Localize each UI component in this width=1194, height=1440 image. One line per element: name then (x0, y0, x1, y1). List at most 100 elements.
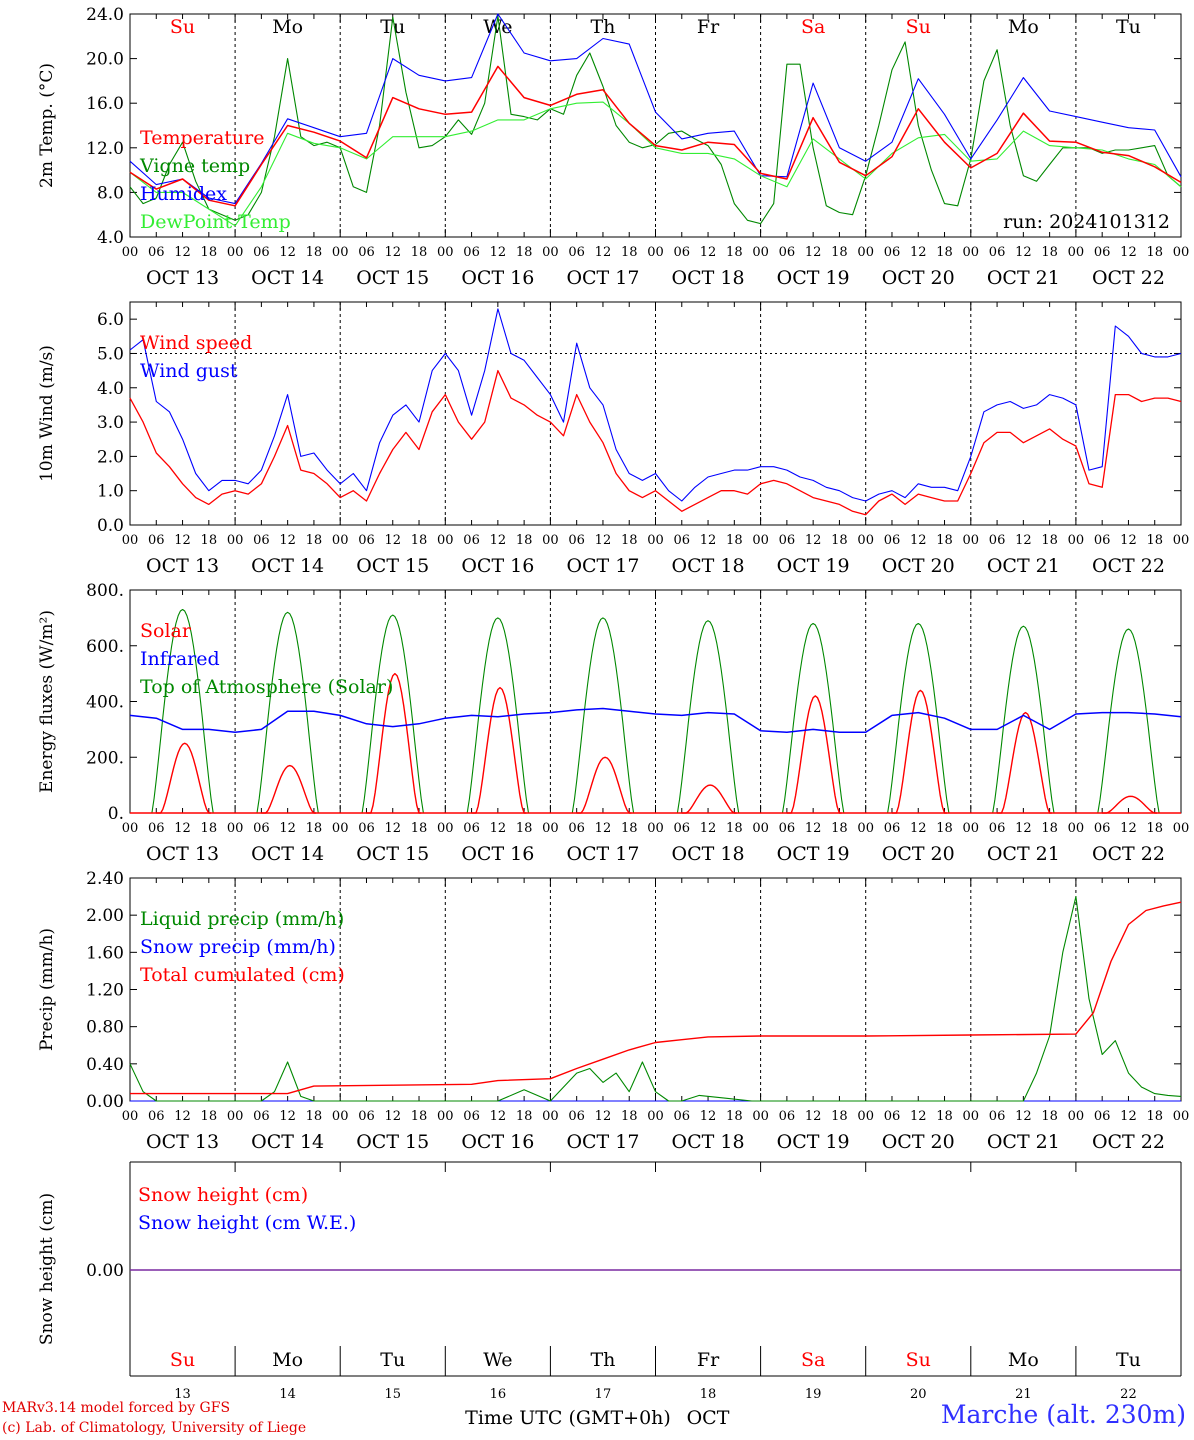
x-hour-label: 06 (148, 533, 165, 548)
legend-entry: DewPoint Temp (140, 211, 291, 233)
x-date-label: OCT 18 (672, 267, 745, 289)
series-total-cumulated (130, 901, 1182, 1095)
x-hour-label: 18 (411, 1109, 428, 1124)
x-hour-label: 00 (437, 533, 454, 548)
x-date-label: OCT 18 (672, 1131, 745, 1153)
x-hour-label: 00 (542, 1109, 559, 1124)
x-hour-label: 12 (805, 245, 822, 260)
x-hour-label: 00 (437, 245, 454, 260)
x-hour-label: 12 (490, 1109, 507, 1124)
series-solar-day (1102, 795, 1157, 814)
x-date-label: OCT 17 (566, 555, 639, 577)
series-toa-solar-day (462, 617, 533, 814)
x-date-label: OCT 22 (1092, 1131, 1165, 1153)
x-hour-label: 12 (174, 533, 191, 548)
x-hour-label: 06 (358, 245, 375, 260)
x-hour-label: 12 (1120, 821, 1137, 836)
y-tick-label: 0.00 (86, 1092, 124, 1112)
x-date-label: OCT 17 (566, 267, 639, 289)
x-date-label: OCT 13 (146, 843, 219, 865)
x-hour-label: 06 (253, 533, 270, 548)
x-date-label: OCT 16 (461, 267, 534, 289)
x-hour-label: 18 (516, 821, 533, 836)
x-hour-label: 00 (857, 245, 874, 260)
series-wind-speed (129, 369, 1182, 516)
weekday-label: We (483, 1349, 512, 1371)
weekday-label: Mo (1008, 16, 1039, 38)
x-date-label: OCT 19 (777, 267, 850, 289)
x-hour-label: 18 (1146, 533, 1163, 548)
y-tick-label: 5.0 (97, 344, 124, 364)
x-hour-label: 00 (332, 1109, 349, 1124)
x-date-label: OCT 21 (987, 843, 1060, 865)
x-hour-label: 18 (1146, 821, 1163, 836)
x-hour-label: 00 (227, 533, 244, 548)
weekday-label: Tu (380, 16, 405, 38)
x-hour-label: 18 (726, 245, 743, 260)
x-hour-label: 06 (884, 245, 901, 260)
x-date-label: OCT 17 (566, 1131, 639, 1153)
day-number-label: 19 (805, 1387, 822, 1402)
panel-2: 0.0 1.0 2.0 3.0 4.0 5.0 6.0 10m Wind (m/s) Wind … (37, 301, 1189, 577)
y-tick-label: 0. (108, 804, 124, 824)
x-date-label: OCT 22 (1092, 267, 1165, 289)
x-hour-label: 12 (279, 245, 296, 260)
x-hour-label: 12 (1015, 245, 1032, 260)
x-hour-label: 18 (831, 1109, 848, 1124)
x-hour-label: 06 (463, 245, 480, 260)
x-hour-label: 18 (306, 821, 323, 836)
x-date-label: OCT 19 (777, 555, 850, 577)
series-solar-day (786, 695, 842, 814)
series-toa-solar-day (1093, 628, 1164, 814)
x-hour-label: 18 (936, 533, 953, 548)
y-axis-label: 10m Wind (m/s) (37, 345, 57, 482)
weekday-label: Su (906, 16, 931, 38)
x-date-label: OCT 19 (777, 1131, 850, 1153)
x-date-label: OCT 21 (987, 555, 1060, 577)
x-hour-label: 06 (463, 821, 480, 836)
x-hour-label: 06 (674, 533, 691, 548)
x-hour-label: 12 (384, 821, 401, 836)
y-tick-label: 2.00 (86, 906, 124, 926)
x-hour-label: 06 (253, 245, 270, 260)
x-date-label: OCT 16 (461, 1131, 534, 1153)
x-date-label: OCT 20 (882, 267, 955, 289)
x-date-label: OCT 14 (251, 1131, 324, 1153)
series-solar-day (156, 742, 211, 814)
x-hour-label: 06 (148, 821, 165, 836)
x-hour-label: 06 (568, 1109, 585, 1124)
day-number-label: 22 (1120, 1387, 1137, 1402)
x-hour-label: 18 (1146, 1109, 1163, 1124)
x-hour-label: 06 (358, 821, 375, 836)
x-hour-label: 06 (674, 245, 691, 260)
x-hour-label: 12 (1015, 533, 1032, 548)
x-hour-label: 00 (752, 533, 769, 548)
x-hour-label: 12 (279, 821, 296, 836)
day-number-label: 16 (490, 1387, 507, 1402)
x-hour-label: 06 (463, 533, 480, 548)
weekday-label: Sa (801, 1349, 825, 1371)
series-infrared (129, 707, 1182, 733)
weekday-label: Fr (697, 1349, 720, 1371)
series-humidex (129, 13, 1182, 205)
x-hour-label: 06 (1094, 1109, 1111, 1124)
weekday-label: Tu (1116, 1349, 1141, 1371)
y-tick-label: 12.0 (86, 139, 124, 159)
y-tick-label: 1.20 (86, 981, 124, 1001)
y-tick-label: 4.0 (97, 228, 124, 248)
x-hour-label: 00 (963, 533, 980, 548)
x-hour-label: 06 (1094, 245, 1111, 260)
x-hour-label: 12 (595, 821, 612, 836)
panel-frame (129, 589, 1182, 814)
x-hour-label: 12 (805, 821, 822, 836)
y-tick-label: 4.0 (97, 379, 124, 399)
series-solar-day (261, 764, 317, 814)
x-hour-label: 06 (884, 1109, 901, 1124)
legend-entry: Top of Atmosphere (Solar) (140, 676, 393, 698)
x-hour-label: 18 (201, 821, 218, 836)
x-hour-label: 06 (779, 245, 796, 260)
x-hour-label: 12 (384, 1109, 401, 1124)
legend-entry: Solar (140, 620, 192, 642)
x-hour-label: 00 (1068, 533, 1085, 548)
x-hour-label: 12 (174, 821, 191, 836)
